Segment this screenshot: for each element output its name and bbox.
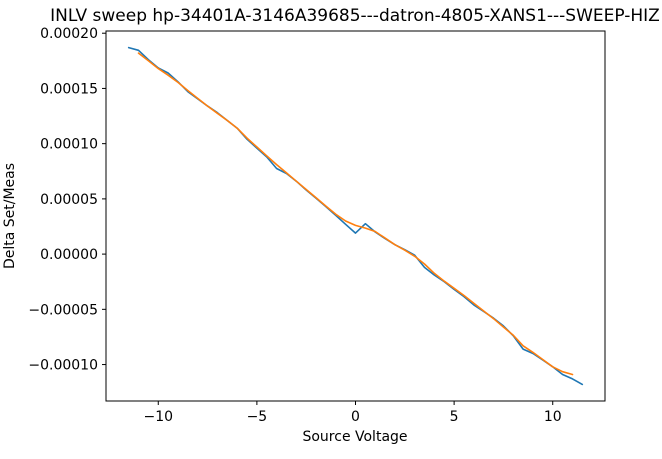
y-tick-label: −0.00010 <box>28 358 98 374</box>
chart-title: INLV sweep hp-34401A-3146A39685---datron… <box>50 6 660 26</box>
y-tick-label: 0.00000 <box>40 247 98 263</box>
x-tick-label: 0 <box>351 409 360 425</box>
orange-line <box>137 52 574 376</box>
x-axis-label: Source Voltage <box>302 429 407 445</box>
x-tick-label: 10 <box>544 409 562 425</box>
x-tick-label: −5 <box>247 409 268 425</box>
y-axis-label: Delta Set/Meas <box>2 163 18 269</box>
y-tick-label: 0.00015 <box>40 81 98 97</box>
y-tick-label: 0.00020 <box>40 26 98 42</box>
y-tick-label: −0.00005 <box>28 302 98 318</box>
y-tick-label: 0.00010 <box>40 137 98 153</box>
axes-group: −10 −5 0 5 10 0.00020 0.00015 0.00010 0.00005 0.0… <box>28 26 606 425</box>
axes-frame <box>105 30 606 402</box>
x-tick-label: −10 <box>143 409 173 425</box>
x-tick-label: 5 <box>450 409 459 425</box>
y-tick-label: 0.00005 <box>40 192 98 208</box>
